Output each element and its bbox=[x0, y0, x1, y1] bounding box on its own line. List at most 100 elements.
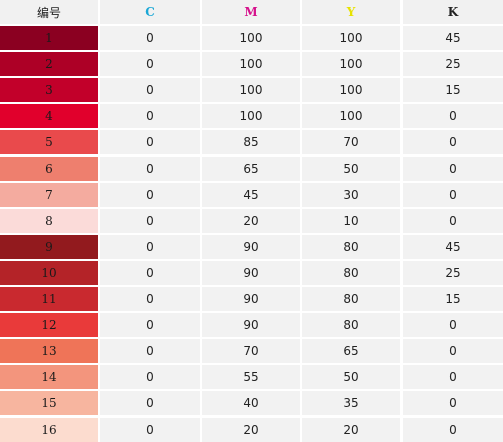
color-swatch: 7 bbox=[0, 183, 98, 207]
value-c: 0 bbox=[100, 104, 200, 128]
value-y: 50 bbox=[302, 365, 400, 389]
value-m: 90 bbox=[202, 235, 300, 259]
value-y: 100 bbox=[302, 52, 400, 76]
table-row: 11 0 90 80 15 bbox=[0, 287, 503, 311]
color-swatch: 5 bbox=[0, 130, 98, 154]
value-c: 0 bbox=[100, 52, 200, 76]
value-k: 0 bbox=[403, 339, 503, 363]
header-y: Y bbox=[302, 0, 400, 24]
value-y: 30 bbox=[302, 183, 400, 207]
value-m: 100 bbox=[202, 26, 300, 50]
value-k: 0 bbox=[403, 183, 503, 207]
table-row: 7 0 45 30 0 bbox=[0, 183, 503, 207]
value-y: 100 bbox=[302, 104, 400, 128]
table-row: 14 0 55 50 0 bbox=[0, 365, 503, 389]
value-y: 100 bbox=[302, 78, 400, 102]
color-swatch: 16 bbox=[0, 418, 98, 442]
value-k: 0 bbox=[403, 157, 503, 181]
color-swatch: 1 bbox=[0, 26, 98, 50]
color-swatch: 9 bbox=[0, 235, 98, 259]
color-swatch: 12 bbox=[0, 313, 98, 337]
value-c: 0 bbox=[100, 209, 200, 233]
value-k: 0 bbox=[403, 365, 503, 389]
table-row: 3 0 100 100 15 bbox=[0, 78, 503, 102]
table-row: 4 0 100 100 0 bbox=[0, 104, 503, 128]
value-m: 90 bbox=[202, 313, 300, 337]
header-k: K bbox=[403, 0, 503, 24]
table-row: 12 0 90 80 0 bbox=[0, 313, 503, 337]
value-m: 100 bbox=[202, 104, 300, 128]
value-y: 10 bbox=[302, 209, 400, 233]
value-c: 0 bbox=[100, 78, 200, 102]
value-k: 0 bbox=[403, 209, 503, 233]
color-swatch: 15 bbox=[0, 391, 98, 415]
table-row: 13 0 70 65 0 bbox=[0, 339, 503, 363]
value-m: 100 bbox=[202, 52, 300, 76]
value-m: 45 bbox=[202, 183, 300, 207]
value-c: 0 bbox=[100, 26, 200, 50]
value-y: 65 bbox=[302, 339, 400, 363]
table-row: 16 0 20 20 0 bbox=[0, 418, 503, 442]
color-swatch: 13 bbox=[0, 339, 98, 363]
value-c: 0 bbox=[100, 391, 200, 415]
value-k: 45 bbox=[403, 235, 503, 259]
color-swatch: 10 bbox=[0, 261, 98, 285]
value-m: 40 bbox=[202, 391, 300, 415]
value-c: 0 bbox=[100, 130, 200, 154]
color-swatch: 4 bbox=[0, 104, 98, 128]
table-row: 1 0 100 100 45 bbox=[0, 26, 503, 50]
value-y: 100 bbox=[302, 26, 400, 50]
value-y: 50 bbox=[302, 157, 400, 181]
value-y: 80 bbox=[302, 261, 400, 285]
color-swatch: 8 bbox=[0, 209, 98, 233]
value-m: 70 bbox=[202, 339, 300, 363]
value-c: 0 bbox=[100, 235, 200, 259]
color-swatch: 6 bbox=[0, 157, 98, 181]
header-m: M bbox=[202, 0, 300, 24]
value-c: 0 bbox=[100, 313, 200, 337]
value-k: 45 bbox=[403, 26, 503, 50]
value-m: 20 bbox=[202, 209, 300, 233]
value-y: 80 bbox=[302, 235, 400, 259]
table-row: 8 0 20 10 0 bbox=[0, 209, 503, 233]
value-c: 0 bbox=[100, 339, 200, 363]
table-row: 15 0 40 35 0 bbox=[0, 391, 503, 415]
table-row: 9 0 90 80 45 bbox=[0, 235, 503, 259]
value-c: 0 bbox=[100, 287, 200, 311]
value-m: 85 bbox=[202, 130, 300, 154]
value-m: 65 bbox=[202, 157, 300, 181]
color-swatch: 11 bbox=[0, 287, 98, 311]
value-y: 35 bbox=[302, 391, 400, 415]
value-k: 0 bbox=[403, 391, 503, 415]
value-m: 55 bbox=[202, 365, 300, 389]
table-row: 2 0 100 100 25 bbox=[0, 52, 503, 76]
value-c: 0 bbox=[100, 261, 200, 285]
value-c: 0 bbox=[100, 157, 200, 181]
value-k: 25 bbox=[403, 52, 503, 76]
header-c: C bbox=[100, 0, 200, 24]
color-swatch: 3 bbox=[0, 78, 98, 102]
value-m: 90 bbox=[202, 287, 300, 311]
value-k: 0 bbox=[403, 418, 503, 442]
table-row: 10 0 90 80 25 bbox=[0, 261, 503, 285]
value-m: 90 bbox=[202, 261, 300, 285]
value-k: 25 bbox=[403, 261, 503, 285]
color-swatch: 2 bbox=[0, 52, 98, 76]
table-row: 5 0 85 70 0 bbox=[0, 130, 503, 154]
value-k: 0 bbox=[403, 313, 503, 337]
header-id: 编号 bbox=[0, 0, 98, 24]
value-k: 0 bbox=[403, 104, 503, 128]
value-y: 70 bbox=[302, 130, 400, 154]
value-y: 80 bbox=[302, 313, 400, 337]
value-m: 20 bbox=[202, 418, 300, 442]
color-swatch: 14 bbox=[0, 365, 98, 389]
table-row: 6 0 65 50 0 bbox=[0, 157, 503, 181]
value-k: 15 bbox=[403, 78, 503, 102]
value-k: 0 bbox=[403, 130, 503, 154]
value-c: 0 bbox=[100, 418, 200, 442]
value-y: 20 bbox=[302, 418, 400, 442]
value-m: 100 bbox=[202, 78, 300, 102]
value-k: 15 bbox=[403, 287, 503, 311]
value-y: 80 bbox=[302, 287, 400, 311]
